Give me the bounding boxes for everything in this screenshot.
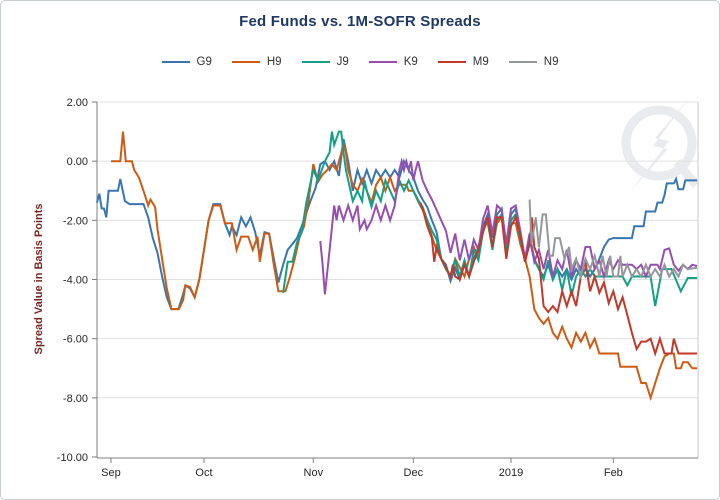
x-tick-label-Sep: Sep — [101, 467, 121, 479]
legend-item-J9: J9 — [301, 56, 349, 68]
legend-item-M9: M9 — [437, 56, 489, 68]
legend-swatch-J9 — [301, 61, 330, 63]
quikstrike-lightning-q-logo — [621, 105, 697, 181]
y-tick-label--10.00: -10.00 — [57, 452, 88, 464]
x-tick-label-Feb: Feb — [604, 467, 623, 479]
legend-label-H9: H9 — [266, 56, 282, 68]
legend-label-M9: M9 — [472, 56, 489, 68]
lightning-bolt-icon — [630, 97, 690, 192]
legend-swatch-K9 — [368, 61, 397, 63]
x-tick-label-Dec: Dec — [404, 467, 424, 479]
y-tick-label--4.00: -4.00 — [63, 275, 88, 287]
x-tick-label-2019: 2019 — [499, 467, 523, 479]
y-tick-label--6.00: -6.00 — [63, 334, 88, 346]
legend-item-N9: N9 — [508, 56, 559, 68]
legend-swatch-G9 — [161, 61, 190, 63]
y-tick-label-0.00: 0.00 — [67, 156, 88, 168]
legend-swatch-H9 — [231, 61, 260, 63]
chart-title: Fed Funds vs. 1M-SOFR Spreads — [239, 13, 481, 30]
series-line-G9 — [96, 138, 698, 311]
x-tick-label-Nov: Nov — [304, 467, 324, 479]
y-tick-label--2.00: -2.00 — [63, 215, 88, 227]
legend-item-G9: G9 — [161, 56, 212, 68]
legend-item-K9: K9 — [368, 56, 418, 68]
series-line-M9 — [419, 202, 698, 357]
legend-item-H9: H9 — [231, 56, 282, 68]
legend: G9 H9 J9 K9 M9 N9 — [1, 56, 719, 68]
x-tick-label-Oct: Oct — [195, 467, 212, 479]
legend-label-G9: G9 — [196, 56, 212, 68]
y-tick-label-2.00: 2.00 — [67, 97, 88, 109]
legend-label-K9: K9 — [403, 56, 418, 68]
series-line-N9 — [528, 199, 698, 281]
series-line-H9 — [111, 131, 698, 402]
legend-label-N9: N9 — [543, 56, 559, 68]
y-tick-label--8.00: -8.00 — [63, 393, 88, 405]
legend-swatch-N9 — [508, 61, 537, 63]
legend-label-J9: J9 — [336, 56, 349, 68]
legend-swatch-M9 — [437, 61, 466, 63]
